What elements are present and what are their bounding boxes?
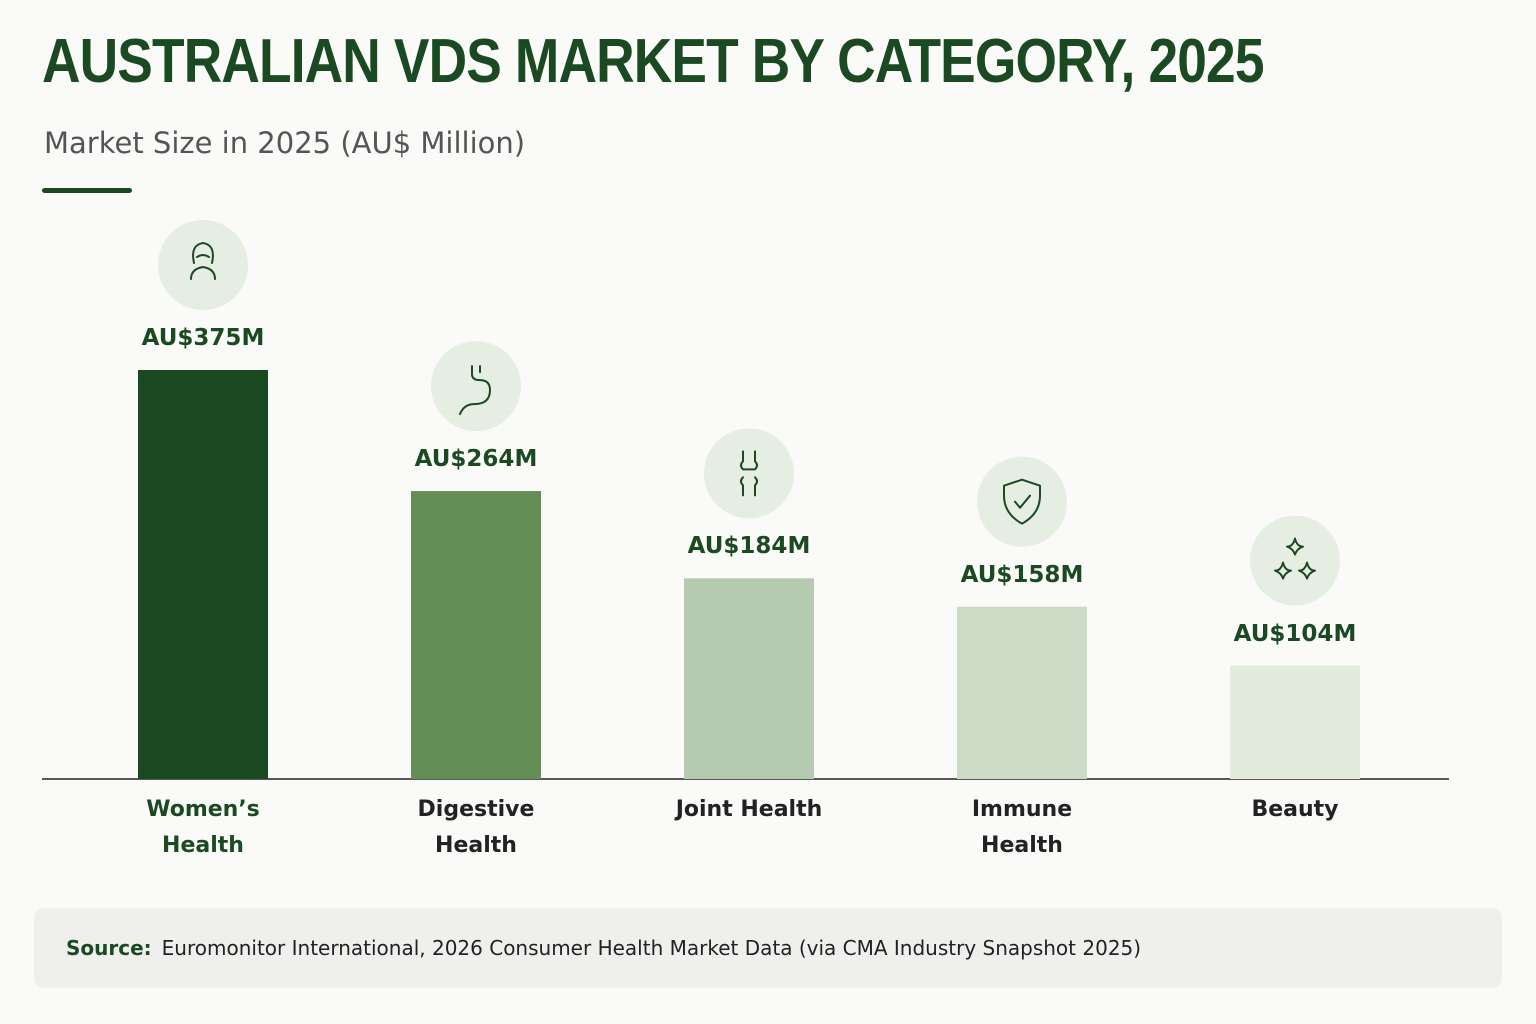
category-icon	[977, 456, 1067, 547]
bar	[684, 578, 814, 779]
chart-title: AUSTRALIAN VDS MARKET BY CATEGORY, 2025	[42, 27, 1265, 96]
bar	[957, 606, 1087, 779]
x-tick-label: Beauty	[1251, 797, 1339, 822]
source-label: Source:	[66, 936, 152, 960]
x-tick-label: Joint Health	[675, 797, 823, 822]
icon-glyph	[190, 242, 216, 280]
category-icon	[431, 341, 521, 432]
x-tick-label: Digestive Health	[417, 797, 535, 858]
value-label: AU$158M	[960, 561, 1084, 588]
icon-glyph	[459, 365, 491, 416]
icon-circle	[977, 456, 1067, 547]
source-box: Source: Euromonitor International, 2026 C…	[34, 908, 1502, 988]
title-rule	[42, 188, 132, 193]
category-icon	[1250, 515, 1340, 606]
icon-glyph	[740, 450, 758, 497]
value-label: AU$184M	[687, 533, 811, 560]
icon-circle	[431, 341, 521, 432]
category-icon	[704, 428, 794, 519]
chart-subtitle: Market Size in 2025 (AU$ Million)	[44, 126, 526, 160]
chart	[42, 220, 1449, 780]
icon-glyph	[1274, 537, 1316, 580]
icon-glyph	[1003, 478, 1041, 525]
bar	[411, 491, 541, 779]
bar	[1230, 665, 1360, 779]
category-icon	[158, 220, 248, 310]
x-tick-label: Women’s Health	[146, 797, 260, 858]
value-label: AU$264M	[414, 446, 538, 473]
icon-circle	[158, 220, 248, 310]
value-label: AU$104M	[1233, 620, 1357, 647]
value-label: AU$375M	[141, 325, 265, 351]
icon-circle	[1250, 515, 1340, 606]
x-tick-label: Immune Health	[971, 797, 1073, 858]
bar	[138, 370, 268, 779]
icon-circle	[704, 428, 794, 519]
source-text: Euromonitor International, 2026 Consumer…	[161, 936, 1142, 960]
